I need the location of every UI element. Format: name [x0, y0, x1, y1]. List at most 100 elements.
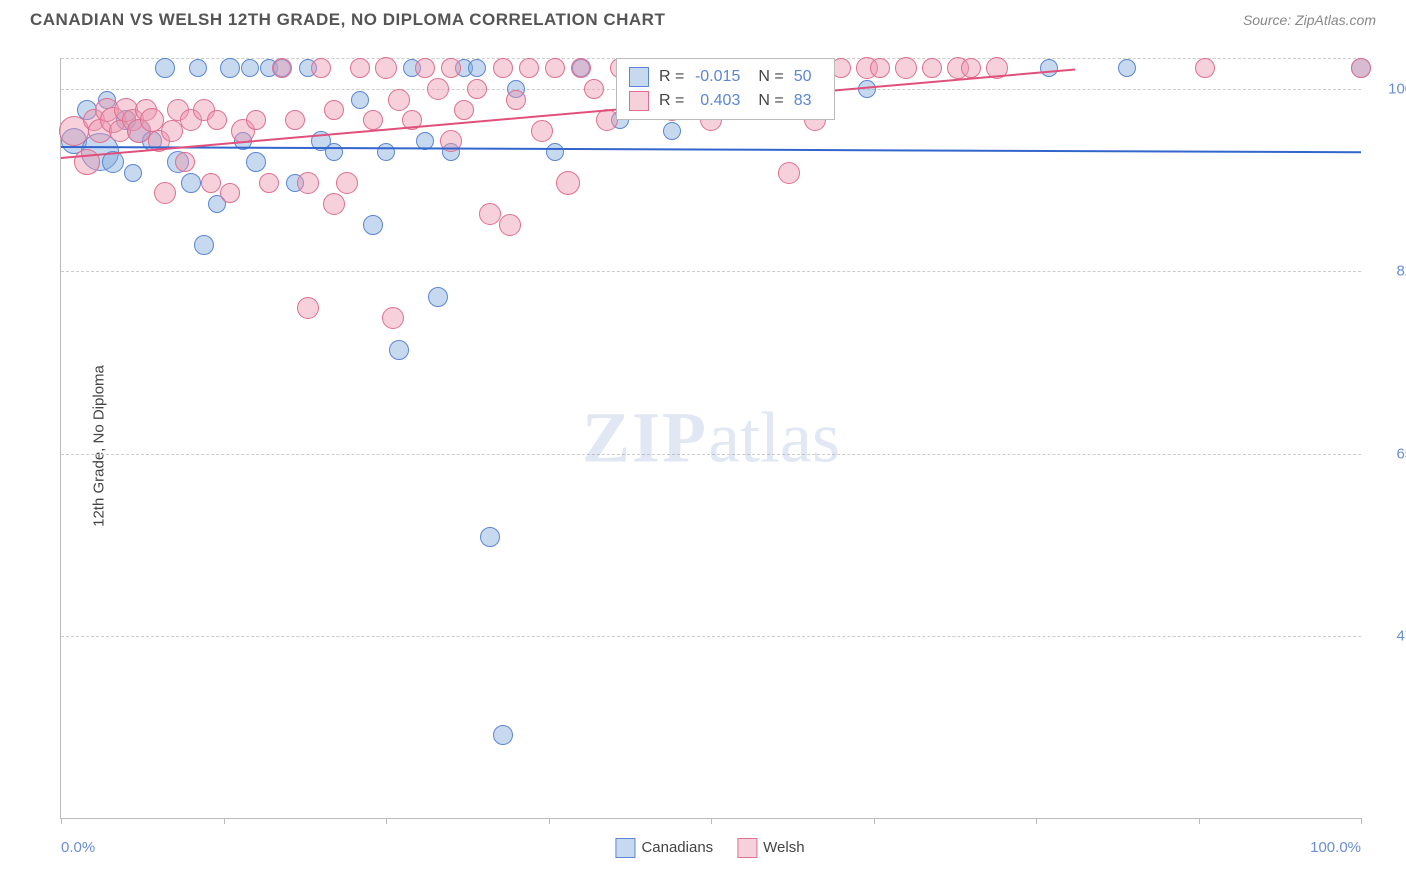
x-tick — [1036, 818, 1037, 824]
canadians-marker[interactable] — [220, 58, 240, 78]
canadians-marker[interactable] — [194, 235, 214, 255]
welsh-marker[interactable] — [493, 58, 513, 78]
canadians-marker[interactable] — [428, 287, 448, 307]
canadians-marker[interactable] — [181, 173, 201, 193]
welsh-marker[interactable] — [324, 100, 344, 120]
welsh-marker[interactable] — [285, 110, 305, 130]
welsh-marker[interactable] — [596, 109, 618, 131]
welsh-swatch-icon — [629, 91, 649, 111]
plot-region: ZIPatlas R =-0.015N =50R =0.403N =83 47.… — [60, 58, 1361, 819]
canadians-marker[interactable] — [351, 91, 369, 109]
watermark-text-2: atlas — [708, 398, 840, 478]
canadians-marker[interactable] — [363, 215, 383, 235]
welsh-marker[interactable] — [584, 79, 604, 99]
stat-N-label: N = — [758, 65, 783, 89]
canadians-marker[interactable] — [493, 725, 513, 745]
welsh-marker[interactable] — [297, 172, 319, 194]
welsh-marker[interactable] — [531, 120, 553, 142]
welsh-marker[interactable] — [388, 89, 410, 111]
welsh-marker[interactable] — [246, 110, 266, 130]
welsh-marker[interactable] — [778, 162, 800, 184]
welsh-marker[interactable] — [382, 307, 404, 329]
welsh-marker[interactable] — [207, 110, 227, 130]
canadians-marker[interactable] — [325, 143, 343, 161]
welsh-marker[interactable] — [272, 58, 292, 78]
x-tick — [61, 818, 62, 824]
y-tick-label: 65.0% — [1369, 445, 1406, 462]
stat-N-value: 50 — [794, 65, 822, 89]
stat-N-label: N = — [758, 89, 783, 113]
canadians-marker[interactable] — [480, 527, 500, 547]
welsh-marker[interactable] — [311, 58, 331, 78]
welsh-marker[interactable] — [259, 173, 279, 193]
welsh-marker[interactable] — [154, 182, 176, 204]
welsh-marker[interactable] — [201, 173, 221, 193]
welsh-marker[interactable] — [506, 90, 526, 110]
stat-R-label: R = — [659, 89, 684, 113]
welsh-marker[interactable] — [336, 172, 358, 194]
welsh-marker[interactable] — [961, 58, 981, 78]
welsh-marker[interactable] — [922, 58, 942, 78]
welsh-swatch-icon — [737, 838, 757, 858]
stat-R-label: R = — [659, 65, 684, 89]
canadians-marker[interactable] — [124, 164, 142, 182]
stat-R-value: -0.015 — [694, 65, 740, 89]
welsh-marker[interactable] — [454, 100, 474, 120]
welsh-marker[interactable] — [427, 78, 449, 100]
canadians-marker[interactable] — [155, 58, 175, 78]
welsh-marker[interactable] — [1351, 58, 1371, 78]
canadians-marker[interactable] — [1040, 59, 1058, 77]
y-tick-label: 47.5% — [1369, 627, 1406, 644]
legend-label: Canadians — [641, 839, 713, 856]
canadians-swatch-icon — [629, 67, 649, 87]
welsh-marker[interactable] — [441, 58, 461, 78]
y-tick-label: 82.5% — [1369, 263, 1406, 280]
welsh-marker[interactable] — [499, 214, 521, 236]
watermark-link[interactable]: ZIPatlas — [582, 397, 840, 480]
welsh-marker[interactable] — [895, 57, 917, 79]
welsh-marker[interactable] — [297, 297, 319, 319]
welsh-marker[interactable] — [323, 193, 345, 215]
welsh-marker[interactable] — [467, 79, 487, 99]
welsh-marker[interactable] — [415, 58, 435, 78]
canadians-marker[interactable] — [389, 340, 409, 360]
x-tick-label: 0.0% — [61, 839, 95, 856]
welsh-marker[interactable] — [545, 58, 565, 78]
canadians-marker[interactable] — [246, 152, 266, 172]
stat-N-value: 83 — [794, 89, 822, 113]
welsh-marker[interactable] — [375, 57, 397, 79]
x-tick — [711, 818, 712, 824]
y-tick-label: 100.0% — [1369, 81, 1406, 98]
canadians-swatch-icon — [615, 838, 635, 858]
legend-item-welsh[interactable]: Welsh — [737, 838, 804, 858]
canadians-marker[interactable] — [241, 59, 259, 77]
chart-title: CANADIAN VS WELSH 12TH GRADE, NO DIPLOMA… — [30, 10, 665, 30]
legend-label: Welsh — [763, 839, 804, 856]
welsh-marker[interactable] — [870, 58, 890, 78]
welsh-marker[interactable] — [161, 120, 183, 142]
canadians-marker[interactable] — [377, 143, 395, 161]
welsh-marker[interactable] — [220, 183, 240, 203]
welsh-marker[interactable] — [363, 110, 383, 130]
canadians-marker[interactable] — [858, 80, 876, 98]
canadians-marker[interactable] — [1118, 59, 1136, 77]
welsh-marker[interactable] — [571, 58, 591, 78]
canadians-marker[interactable] — [468, 59, 486, 77]
x-tick — [549, 818, 550, 824]
stat-row-welsh: R =0.403N =83 — [629, 89, 822, 113]
chart-header: CANADIAN VS WELSH 12TH GRADE, NO DIPLOMA… — [0, 0, 1406, 30]
welsh-marker[interactable] — [556, 171, 580, 195]
correlation-stats-box: R =-0.015N =50R =0.403N =83 — [616, 58, 835, 120]
canadians-marker[interactable] — [189, 59, 207, 77]
welsh-marker[interactable] — [1195, 58, 1215, 78]
welsh-marker[interactable] — [175, 152, 195, 172]
welsh-marker[interactable] — [350, 58, 370, 78]
x-tick-label: 100.0% — [1310, 839, 1361, 856]
bottom-legend: Canadians Welsh — [615, 838, 804, 858]
source-attribution: Source: ZipAtlas.com — [1243, 12, 1376, 28]
legend-item-canadians[interactable]: Canadians — [615, 838, 713, 858]
canadians-marker[interactable] — [546, 143, 564, 161]
chart-area: ZIPatlas R =-0.015N =50R =0.403N =83 47.… — [60, 58, 1360, 818]
canadians-marker[interactable] — [663, 122, 681, 140]
welsh-marker[interactable] — [519, 58, 539, 78]
